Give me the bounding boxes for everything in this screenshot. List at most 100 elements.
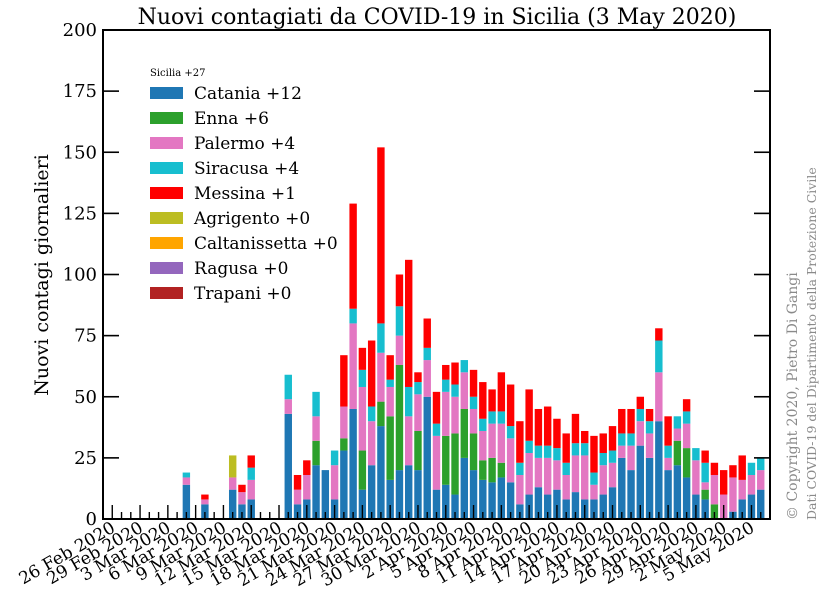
bar-segment bbox=[293, 474, 302, 490]
bar-segment bbox=[516, 462, 524, 475]
bar-segment bbox=[293, 504, 302, 519]
bar-segment bbox=[469, 369, 478, 397]
bar-segment bbox=[747, 462, 756, 475]
bar-segment bbox=[682, 411, 691, 424]
bar-segment bbox=[608, 450, 617, 463]
bar-segment bbox=[534, 487, 543, 519]
bar-segment bbox=[414, 382, 422, 395]
bar-segment bbox=[701, 462, 709, 483]
bar-segment bbox=[738, 499, 746, 519]
bar-segment bbox=[247, 467, 255, 480]
bar-segment bbox=[682, 423, 691, 449]
bar-segment bbox=[312, 465, 320, 519]
bar-segment bbox=[451, 384, 459, 397]
bar-segment bbox=[414, 470, 422, 519]
bar-segment bbox=[479, 418, 487, 431]
bar-segment bbox=[664, 457, 672, 471]
bar-segment bbox=[432, 423, 441, 436]
bar-segment bbox=[479, 460, 487, 480]
bar-segment bbox=[534, 457, 543, 488]
bar-segment bbox=[321, 470, 330, 519]
bar-segment bbox=[358, 450, 367, 490]
bar-segment bbox=[182, 472, 191, 478]
bar-segment bbox=[469, 408, 478, 434]
bar-segment bbox=[442, 379, 450, 392]
bar-segment bbox=[386, 386, 394, 417]
bar-segment bbox=[710, 474, 719, 505]
bar-segment bbox=[562, 433, 570, 463]
legend-label: Siracusa +4 bbox=[194, 159, 299, 179]
bar-segment bbox=[442, 391, 450, 436]
bar-segment bbox=[349, 408, 357, 519]
bar-segment bbox=[636, 445, 645, 519]
bar-segment bbox=[358, 489, 367, 519]
bar-segment bbox=[423, 360, 431, 397]
bar-segment bbox=[655, 328, 663, 341]
bar-segment bbox=[506, 426, 515, 439]
bar-segment bbox=[405, 465, 413, 519]
bar-segment bbox=[729, 477, 737, 512]
y-tick-label: 0 bbox=[86, 509, 97, 530]
y-axis-label: Nuovi contagi giornalieri bbox=[31, 154, 53, 396]
bar-segment bbox=[525, 389, 533, 441]
bar-segment bbox=[201, 504, 209, 519]
bar-segment bbox=[386, 416, 394, 480]
bar-segment bbox=[497, 477, 506, 519]
bar-segment bbox=[636, 421, 645, 446]
bar-segment bbox=[451, 494, 459, 519]
bar-segment bbox=[599, 433, 607, 453]
bar-segment bbox=[423, 396, 431, 519]
legend-swatch bbox=[150, 187, 183, 199]
bar-segment bbox=[516, 421, 524, 463]
bar-segment bbox=[543, 494, 552, 519]
bar-segment bbox=[395, 364, 404, 471]
bar-segment bbox=[284, 374, 292, 400]
bar-segment bbox=[757, 489, 765, 519]
bar-segment bbox=[497, 423, 506, 463]
bar-segment bbox=[645, 421, 654, 434]
bar-segment bbox=[451, 433, 459, 495]
bar-segment bbox=[442, 484, 450, 519]
bar-segment bbox=[701, 450, 709, 463]
bar-segment bbox=[460, 360, 468, 373]
bar-segment bbox=[432, 435, 441, 490]
legend-label: Caltanissetta +0 bbox=[194, 234, 338, 254]
bar-segment bbox=[627, 408, 635, 434]
bar-segment bbox=[562, 499, 570, 519]
copyright-credit: © Copyright 2020, Pietro Di Gangi bbox=[785, 272, 801, 520]
legend-label: Ragusa +0 bbox=[194, 259, 288, 279]
bar-segment bbox=[599, 494, 607, 519]
bar-segment bbox=[395, 335, 404, 365]
bar-segment bbox=[664, 445, 672, 458]
bar-segment bbox=[506, 438, 515, 483]
bar-segment bbox=[599, 452, 607, 466]
legend-swatch bbox=[150, 237, 183, 249]
bar-segment bbox=[506, 384, 515, 427]
legend-swatch bbox=[150, 262, 183, 274]
bar-segment bbox=[645, 433, 654, 458]
bar-segment bbox=[469, 433, 478, 471]
bar-segment bbox=[405, 386, 413, 417]
bar-segment bbox=[571, 413, 580, 444]
bar-segment bbox=[506, 482, 515, 519]
bar-segment bbox=[571, 492, 580, 519]
data-source-credit: Dati COVID-19 del Dipartimento della Pro… bbox=[804, 167, 819, 520]
bar-segment bbox=[367, 406, 376, 422]
bar-segment bbox=[534, 408, 543, 446]
bar-segment bbox=[367, 340, 376, 407]
legend: Sicilia +27 Catania +12 Enna +6 Palermo +4 S… bbox=[150, 68, 338, 304]
bar-segment bbox=[312, 440, 320, 466]
bar-segment bbox=[534, 445, 543, 458]
bar-segment bbox=[386, 355, 394, 380]
bar-segment bbox=[543, 445, 552, 458]
bar-segment bbox=[395, 274, 404, 307]
bar-segment bbox=[201, 494, 209, 500]
bar-segment bbox=[497, 372, 506, 412]
bar-segment bbox=[516, 504, 524, 519]
bar-segment bbox=[627, 433, 635, 446]
bar-segment bbox=[423, 347, 431, 361]
bar-segment bbox=[562, 474, 570, 500]
bar-segment bbox=[618, 457, 626, 520]
bar-segment bbox=[608, 426, 617, 451]
